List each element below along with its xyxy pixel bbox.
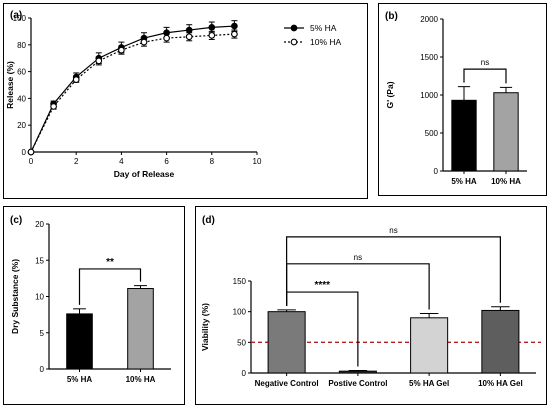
b-ytick-label: 500	[425, 129, 439, 138]
d-bar-1	[338, 370, 377, 374]
c-category-label-1: 10% HA	[126, 375, 156, 384]
b-ytick-label: 0	[434, 167, 439, 176]
d-category-label-0: Negative Control	[255, 379, 319, 388]
b-ytick-label: 1500	[420, 53, 438, 62]
panel-label-c: (c)	[10, 215, 22, 226]
c-ytick-label: 10	[35, 293, 44, 302]
a-point-1	[163, 34, 170, 42]
a-xtick-label: 0	[29, 157, 34, 166]
legend-marker-1	[290, 38, 298, 46]
a-point-1	[231, 30, 238, 38]
a-y-axis-label: Release (%)	[5, 61, 15, 109]
a-point-1	[208, 32, 216, 39]
b-y-axis-label: G' (Pa)	[385, 81, 395, 108]
d-ytick-label: 100	[233, 308, 247, 317]
b-bar-0	[451, 99, 477, 172]
a-point-0	[208, 24, 216, 31]
d-bar-0	[267, 311, 306, 374]
d-ytick-label: 150	[233, 277, 247, 286]
c-ytick-label: 20	[35, 220, 44, 229]
chart-a: (a) 0 20 40 60 80 100 Release (%) 0 2 4 6 8 10 Day of …	[5, 10, 342, 179]
chart-c: (c) 0 5 10 15 20 Dry Substance (%) 5% HA 10% HA *…	[10, 215, 171, 384]
panel-d: (d) 0 50 100 150 Viability (%) Negative Contro…	[195, 206, 547, 405]
a-point-1	[140, 38, 148, 46]
a-ytick-label: 100	[13, 14, 27, 23]
a-ytick-label: 0	[22, 148, 27, 157]
d-significance-label-1: ns	[354, 253, 362, 262]
c-y-axis-label: Dry Substance (%)	[10, 259, 20, 334]
d-y-axis-label: Viability (%)	[200, 303, 210, 351]
a-point-0	[185, 26, 193, 34]
panel-label-b: (b)	[385, 11, 398, 22]
b-bar-1	[493, 92, 519, 172]
panel-a: (a) 0 20 40 60 80 100 Release (%) 0 2 4 6 8 10 Day of …	[3, 3, 368, 199]
c-ytick-label: 0	[40, 365, 45, 374]
a-point-1	[95, 57, 103, 65]
a-ytick-label: 80	[17, 41, 26, 50]
panel-label-a: (a)	[10, 10, 22, 21]
a-xtick-label: 10	[253, 157, 262, 166]
b-significance-label-0: ns	[481, 58, 489, 67]
d-significance-bracket-2	[286, 236, 501, 306]
b-category-label-1: 10% HA	[491, 177, 521, 186]
c-bar-0	[66, 313, 93, 370]
c-ytick-label: 15	[35, 256, 44, 265]
a-xtick-label: 6	[164, 157, 169, 166]
a-point-1	[72, 76, 80, 83]
d-ytick-label: 0	[242, 369, 247, 378]
legend-label-1: 10% HA	[310, 37, 342, 47]
c-significance-bracket-0	[78, 268, 142, 305]
a-ytick-label: 20	[17, 121, 26, 130]
d-ytick-label: 50	[237, 338, 246, 347]
a-xtick-label: 4	[119, 157, 124, 166]
a-x-axis-label: Day of Release	[114, 169, 175, 179]
d-category-label-2: 5% HA Gel	[409, 379, 449, 388]
a-ytick-label: 60	[17, 68, 26, 77]
a-point-1	[185, 33, 193, 41]
c-ytick-label: 5	[40, 329, 45, 338]
d-significance-label-2: ns	[389, 226, 397, 235]
a-point-1	[50, 103, 57, 110]
b-ytick-label: 1000	[420, 91, 438, 100]
a-point-0	[231, 22, 238, 30]
c-significance-label-0: **	[106, 257, 114, 268]
a-xtick-label: 2	[74, 157, 79, 166]
panel-c: (c) 0 5 10 15 20 Dry Substance (%) 5% HA 10% HA *…	[3, 206, 185, 405]
panel-label-d: (d)	[202, 215, 215, 226]
a-series-line-1	[30, 33, 235, 153]
a-point-1	[27, 148, 35, 156]
d-category-label-3: 10% HA Gel	[478, 379, 523, 388]
a-ytick-label: 40	[17, 94, 26, 103]
a-point-1	[118, 46, 125, 54]
legend-marker-0	[290, 24, 298, 32]
d-category-label-1: Postive Control	[328, 379, 387, 388]
chart-b: (b) 0 500 1000 1500 2000 G' (Pa) 5% HA 10% HA ns	[385, 11, 527, 186]
d-bar-2	[410, 317, 449, 374]
b-ytick-label: 2000	[420, 15, 438, 24]
d-bar-3	[481, 309, 520, 374]
b-category-label-0: 5% HA	[451, 177, 477, 186]
chart-d: (d) 0 50 100 150 Viability (%) Negative Contro…	[200, 215, 541, 388]
c-category-label-0: 5% HA	[67, 375, 93, 384]
c-bar-1	[127, 288, 154, 370]
d-significance-label-0: ****	[314, 280, 330, 291]
panel-b: (b) 0 500 1000 1500 2000 G' (Pa) 5% HA 10% HA ns	[378, 3, 547, 196]
legend-label-0: 5% HA	[310, 23, 337, 33]
b-significance-bracket-0	[463, 68, 507, 84]
a-xtick-label: 8	[210, 157, 215, 166]
a-series-line-0	[30, 25, 235, 153]
